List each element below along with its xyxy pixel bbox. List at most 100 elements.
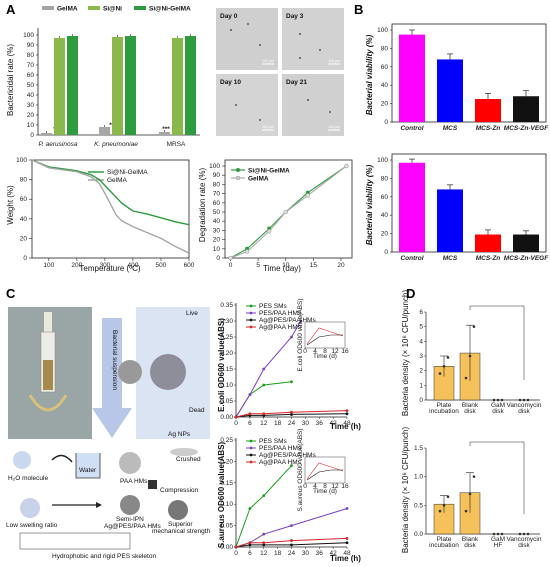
od-point [345,541,349,545]
density-category-label: disk [464,408,476,415]
inset-xtick-label: 4 [313,483,317,490]
deg-ytick-label: 50 [213,209,221,216]
tga-ytick-label: 60 [20,196,28,203]
density-category-label: Plate [437,536,452,543]
viability-ytick-label: 40 [381,212,389,219]
density-point [464,376,468,380]
ecoli-od-chart: E.coli OD600 value(ABS) Time (h) 0.00 0.0… [217,299,361,431]
density-category-label: disk [464,542,476,549]
viability-category-label: Control [400,125,423,132]
bactericidal-bar [99,127,110,135]
tga-series-line [31,159,190,226]
tga-xtick-label: 600 [184,262,195,269]
density-category-label: GaM [491,536,505,543]
syringe-valve [28,394,68,412]
ecoli-ylabel: E.coli OD600 value(ABS) [217,318,226,412]
bactericidal-ytick-label: 20 [27,112,35,119]
deg-legend-marker-sini-gelma [236,168,240,172]
od-legend-label: PES SMs [259,303,288,310]
inset-line-black [306,334,343,346]
od-point [262,532,266,536]
superior-sub-label: mechanical strength [152,528,211,535]
bactericidal-bar [67,36,78,135]
bactericidal-ytick-label: 70 [27,62,35,69]
deg-xtick-label: 20 [337,262,345,269]
tga-xtick-label: 200 [71,262,82,269]
density-ytick-label: 3 [419,353,423,360]
density-ytick-label: 1 [419,382,423,389]
scale-text-day10: 100 μm [262,125,274,129]
density-category-label: HF [494,542,503,549]
od-point [262,494,266,498]
viability-ytick-label: 60 [381,64,389,71]
hydrophobic-label: Hydrophobic and rigid PES skeleton [52,553,156,560]
od-xtick-label: 24 [288,420,296,427]
panel-label-d: D [406,286,415,301]
viability-ytick-label: 100 [377,27,388,34]
od-ytick-label: 0.00 [220,544,233,551]
od-series-line [235,381,292,418]
micrograph-speck [329,111,331,113]
density-point [464,509,468,513]
bactericidal-ytick-label: 50 [27,82,35,89]
significance-bracket [469,441,525,514]
micrograph-speck [235,104,237,106]
od-legend-label: PES SMs [259,438,288,445]
tga-frame [31,159,190,259]
od-point [345,507,349,510]
deg-legend-sini-gelma: Si@Ni-GelMA [248,168,290,175]
legend-swatch-gelma [42,6,54,10]
od-ytick-label: 0.35 [220,302,233,309]
bactericidal-bar [172,38,183,135]
micrograph-speck [319,49,321,51]
density-point [438,509,442,513]
bacteria-density-chart-top: Bacteria density (× 10⁶ CFU/punch) 0 1 2 3 4… [401,290,542,417]
od-legend-label: PES/PAA HMs [259,310,302,317]
viability-bar [475,99,501,122]
od-legend-label: Ag@PAA HMs [259,459,302,466]
density-ytick-label: 0.5 [414,502,423,509]
od-xtick-label: 30 [302,420,310,427]
od-xtick-label: 12 [260,550,268,557]
cycle-arrow-1 [51,454,73,463]
deg-point [266,229,272,234]
micrograph-label-day3: Day 3 [286,13,304,20]
density-ytick-label: 6 [419,309,423,316]
saureus-inset: 0 4 8 12 16 Time (d) S.aureus OD600 value(ABS) [297,428,349,511]
ag-nps-label: Ag NPs [168,431,191,438]
compression-icon [148,480,157,489]
od-point [345,409,349,412]
scale-text-day21: 100 μm [328,125,340,129]
significance-bracket [469,305,525,380]
density-point [468,492,472,496]
density-ytick-label: 2 [419,368,423,375]
bactericidal-bar [54,38,65,135]
sig-star-3: *** [162,126,170,133]
live-label: Live [186,310,198,317]
tga-xtick-label: 400 [127,262,138,269]
bactericidal-ylabel: Bactericidal rate (%) [6,44,15,116]
category-mrsa: MRSA [167,141,186,148]
od-ytick-label: 0.20 [220,350,233,357]
legend-sini: Si@Ni [103,6,122,13]
inset-xtick-label: 8 [323,348,327,355]
od-point [248,541,252,545]
density-ytick-label: 0 [419,397,423,404]
viability-ytick-label: 0 [384,119,388,126]
viability-bar [399,162,425,252]
density-point [446,356,450,359]
superior-label: Superior [168,521,193,528]
bactericidal-ytick-label: 0 [30,132,34,139]
tga-xtick-label: 100 [43,262,54,269]
density-bottom-ylabel: Bacteria density (× 10⁶ CFU/punch) [401,427,410,554]
inset-line-red [306,462,344,480]
density-point [526,398,530,402]
density-point [438,372,442,375]
density-category-label: Plate [437,402,452,409]
deg-series-line [230,165,347,259]
bactericidal-ytick-label: 90 [27,42,35,49]
semi-ipn-sub-label: Ag@PES/PAA HMs [104,523,161,530]
od-point [299,319,303,323]
deg-ytick-label: 80 [213,181,221,188]
tga-ytick-label: 20 [20,235,28,242]
